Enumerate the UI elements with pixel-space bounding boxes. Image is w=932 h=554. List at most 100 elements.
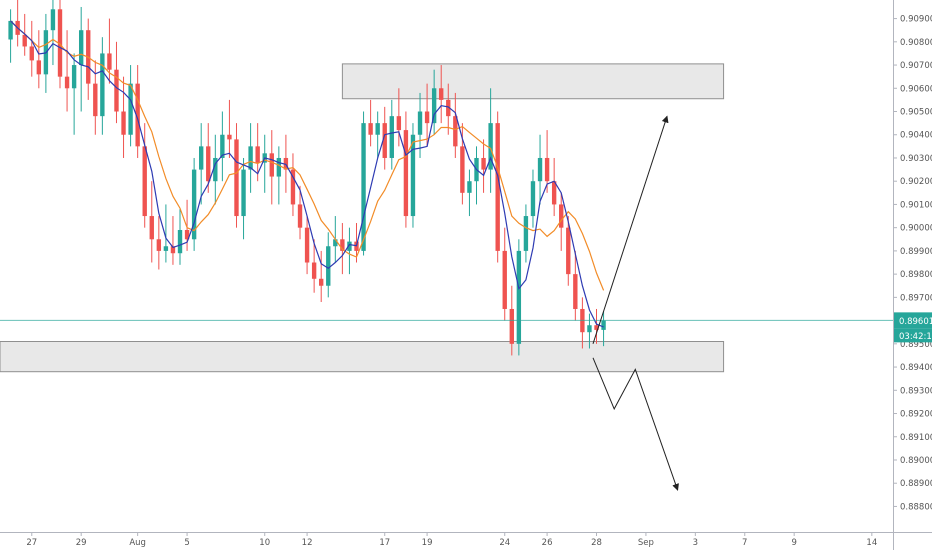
candle-up: [241, 169, 246, 217]
time-tick-label: 26: [542, 538, 553, 548]
time-tick-label: 27: [26, 538, 37, 548]
candle-up: [177, 229, 183, 254]
time-tick-label: 19: [422, 538, 433, 548]
countdown-label: 03:42:10: [899, 332, 932, 342]
candle-down: [481, 157, 486, 170]
candle-down: [453, 116, 458, 147]
time-tick-label: 5: [184, 538, 189, 548]
price-tick-label: 0.89300: [900, 386, 932, 396]
bearish-projection-arrow: [592, 357, 679, 491]
candle-up: [128, 83, 133, 135]
price-tick-label: 0.89800: [900, 270, 932, 280]
candle-up: [375, 123, 380, 135]
price-tick-label: 0.90600: [900, 84, 932, 94]
candle-up: [78, 30, 84, 66]
candle-up: [220, 134, 225, 158]
time-tick-label: 3: [693, 538, 698, 548]
candle-down: [551, 181, 557, 205]
time-tick-label: 12: [302, 538, 313, 548]
price-tick-label: 0.90100: [900, 200, 932, 210]
candle-up: [163, 246, 169, 251]
candle-up: [467, 181, 472, 193]
price-tick-label: 0.89900: [900, 247, 932, 257]
time-tick-label: Aug: [129, 538, 146, 548]
plot-area: [0, 0, 893, 491]
time-tick-label: 7: [742, 538, 747, 548]
candle-up: [248, 146, 253, 170]
candle-down: [64, 76, 70, 89]
candle-up: [199, 146, 204, 170]
candle-down: [403, 130, 409, 217]
price-tick-label: 0.89500: [900, 340, 932, 350]
candle-up: [601, 320, 606, 330]
current-price-badge-bg: [894, 312, 932, 329]
time-tick-label: 29: [76, 538, 87, 548]
time-tick-label: 14: [866, 538, 877, 548]
candle-down: [509, 308, 514, 344]
price-tick-label: 0.90800: [900, 38, 932, 48]
candle-down: [57, 9, 63, 77]
time-tick-label: 28: [591, 538, 602, 548]
candle-down: [290, 169, 296, 205]
candle-down: [170, 246, 176, 254]
candle-up: [50, 9, 56, 31]
candle-down: [396, 116, 402, 131]
price-axis: 0.90900 0.90800 0.90700 0.90600 0.90500 0.904…: [893, 15, 932, 512]
candle-down: [311, 262, 317, 279]
candle-down: [135, 83, 140, 147]
candle-down: [206, 146, 211, 182]
candle-up: [213, 157, 218, 182]
candle-down: [227, 134, 232, 140]
candle-down: [382, 123, 387, 158]
time-tick-label: 24: [499, 538, 510, 548]
candle-up: [587, 325, 592, 333]
candle-down: [255, 146, 260, 163]
candle-down: [93, 83, 98, 117]
countdown-badge-bg: [894, 328, 932, 343]
price-tick-label: 0.89100: [900, 433, 932, 443]
price-tick-label: 0.90400: [900, 131, 932, 141]
price-tick-label: 0.90900: [900, 15, 932, 25]
candle-up: [8, 20, 13, 40]
price-tick-label: 0.89400: [900, 363, 932, 373]
ma-fast-line: [10, 20, 604, 328]
candle-down: [269, 153, 274, 177]
candle-down: [424, 111, 430, 124]
candle-down: [460, 146, 465, 193]
resistance-zone: [341, 63, 725, 100]
price-tick-label: 0.90300: [900, 154, 932, 164]
current-price-label: 0.89601: [899, 317, 932, 327]
candle-down: [114, 69, 119, 112]
candle-up: [191, 169, 197, 240]
candle-down: [594, 325, 599, 330]
candle-down: [297, 204, 303, 228]
candle-up: [516, 250, 522, 344]
candle-up: [347, 241, 352, 251]
candle-down: [340, 239, 345, 251]
candle-down: [502, 250, 507, 309]
time-tick-label: 9: [791, 538, 796, 548]
candle-down: [495, 123, 500, 251]
time-tick-label: 17: [379, 538, 390, 548]
price-tick-label: 0.90000: [900, 224, 932, 234]
ma-slow-line: [10, 20, 605, 291]
price-tick-label: 0.89200: [900, 410, 932, 420]
candle-up: [431, 88, 437, 124]
price-tick-label: 0.89000: [900, 456, 932, 466]
candle-down: [149, 216, 154, 240]
candle-down: [446, 99, 451, 117]
candle-up: [410, 134, 416, 217]
price-tick-label: 0.90500: [900, 108, 932, 118]
candle-down: [319, 278, 324, 286]
candle-down: [121, 111, 126, 135]
candle-up: [100, 53, 105, 117]
candle-up: [488, 123, 493, 170]
candle-down: [304, 227, 310, 263]
candle-down: [573, 274, 578, 309]
current-price-badge: 0.89601 03:42:10: [894, 312, 932, 343]
candle-down: [439, 88, 444, 100]
candle-down: [566, 227, 571, 275]
candle-up: [523, 216, 529, 251]
time-tick-label: 10: [259, 538, 270, 548]
